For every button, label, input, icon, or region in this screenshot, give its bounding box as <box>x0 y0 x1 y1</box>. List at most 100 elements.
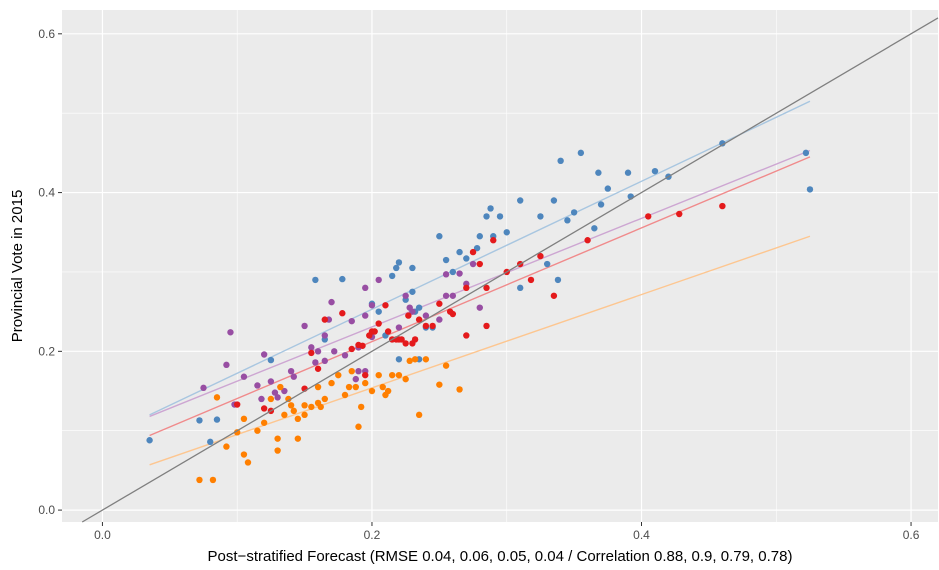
data-point <box>584 237 591 244</box>
data-point <box>719 140 726 147</box>
data-point <box>388 272 396 280</box>
data-point <box>301 411 308 419</box>
data-point <box>422 312 430 319</box>
data-point <box>267 395 275 403</box>
data-point <box>267 378 275 385</box>
data-point <box>476 304 483 311</box>
data-point <box>517 197 524 204</box>
data-point <box>234 429 241 436</box>
data-point <box>463 284 470 292</box>
data-point <box>234 401 241 408</box>
data-point <box>624 169 632 176</box>
data-point <box>395 371 403 379</box>
data-point <box>312 359 319 366</box>
data-point <box>200 384 207 392</box>
data-point <box>806 186 814 193</box>
data-point <box>345 383 353 391</box>
data-point <box>449 310 457 318</box>
data-point <box>384 328 392 335</box>
data-point <box>348 367 355 375</box>
data-point <box>359 342 366 349</box>
data-point <box>429 322 436 330</box>
data-point <box>591 225 598 232</box>
data-point <box>527 276 535 284</box>
data-point <box>415 316 423 323</box>
data-point <box>287 367 295 375</box>
data-point <box>564 217 571 224</box>
data-point <box>213 416 221 423</box>
data-point <box>260 419 268 426</box>
data-point <box>449 292 457 299</box>
y-tick-label: 0.6 <box>38 27 55 41</box>
data-point <box>537 252 544 260</box>
data-point <box>287 402 295 409</box>
data-point <box>301 402 308 409</box>
data-point <box>597 201 605 208</box>
data-point <box>321 395 328 403</box>
data-point <box>496 213 504 220</box>
data-point <box>436 300 443 307</box>
data-point <box>274 394 281 401</box>
data-points <box>146 140 814 484</box>
data-point <box>382 302 389 309</box>
data-point <box>463 255 470 262</box>
x-axis-title: Post−stratified Forecast (RMSE 0.04, 0.0… <box>208 548 793 565</box>
data-point <box>436 316 443 323</box>
data-point <box>341 352 349 359</box>
data-point <box>260 405 268 412</box>
data-point <box>483 322 490 330</box>
data-point <box>395 324 403 331</box>
data-point <box>321 332 328 339</box>
data-point <box>321 357 328 365</box>
data-point <box>456 386 463 393</box>
data-point <box>415 411 423 419</box>
data-point <box>314 365 322 372</box>
grid-lines <box>62 10 938 522</box>
data-point <box>442 256 450 264</box>
data-point <box>352 375 359 383</box>
data-point <box>285 395 292 403</box>
data-point <box>543 260 551 268</box>
data-point <box>281 411 288 419</box>
data-point <box>402 292 409 299</box>
data-point <box>254 427 261 434</box>
data-point <box>146 437 153 444</box>
data-point <box>240 373 248 380</box>
data-point <box>473 244 481 252</box>
data-point <box>341 391 349 399</box>
plot-panel <box>62 10 938 522</box>
data-point <box>375 371 382 379</box>
data-point <box>254 382 261 389</box>
data-point <box>402 340 409 347</box>
data-point <box>436 381 443 388</box>
data-point <box>258 395 265 403</box>
data-point <box>476 233 483 240</box>
data-point <box>339 310 346 317</box>
x-tick-label: 0.2 <box>364 528 381 542</box>
data-point <box>375 276 382 284</box>
data-point <box>802 149 810 157</box>
data-point <box>487 205 494 212</box>
data-point <box>362 379 369 387</box>
data-point <box>456 270 463 277</box>
data-point <box>274 447 281 454</box>
data-point <box>388 371 396 379</box>
data-point <box>244 459 252 466</box>
data-point <box>393 264 400 272</box>
data-point <box>554 276 562 284</box>
data-point <box>368 387 376 395</box>
data-point <box>550 292 558 299</box>
data-point <box>355 367 362 375</box>
data-point <box>240 415 248 423</box>
data-point <box>442 292 450 299</box>
data-point <box>503 229 510 236</box>
data-point <box>362 312 369 319</box>
data-point <box>267 356 275 364</box>
data-point <box>409 264 416 272</box>
data-point <box>355 423 362 430</box>
data-point <box>436 233 443 240</box>
x-axis-ticks: 0.0 0.2 0.4 0.6 <box>94 522 920 542</box>
data-point <box>411 336 419 343</box>
data-point <box>676 210 683 218</box>
